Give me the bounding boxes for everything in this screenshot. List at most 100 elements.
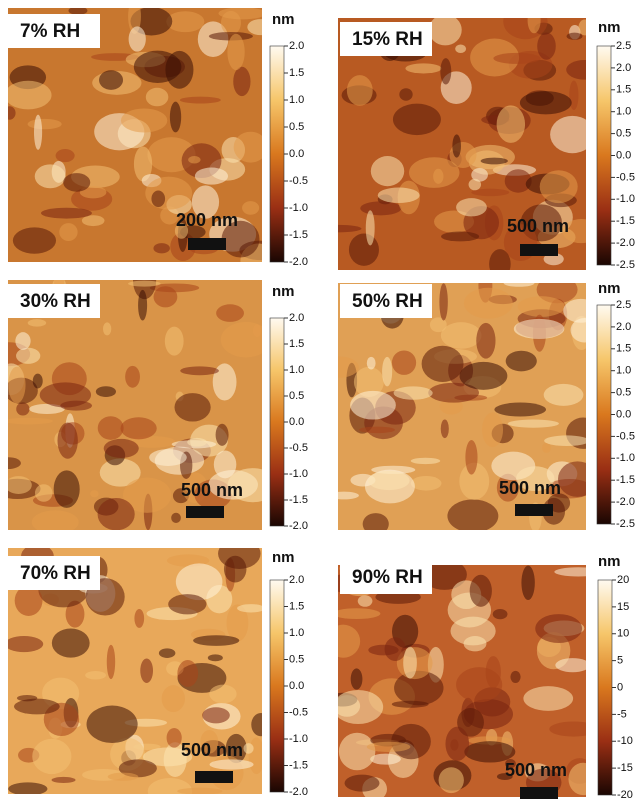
surface-feature xyxy=(28,119,62,129)
surface-feature xyxy=(56,149,75,162)
surface-feature xyxy=(87,706,138,744)
scale-bar-label: 500 nm xyxy=(181,740,243,760)
surface-feature xyxy=(165,327,184,356)
colorbar-tick-label: 2.0 xyxy=(289,574,304,586)
colorbar-tick-label: 0.5 xyxy=(289,653,304,665)
surface-feature xyxy=(521,566,534,600)
surface-feature xyxy=(350,391,396,420)
surface-feature xyxy=(108,773,139,781)
surface-feature xyxy=(514,319,564,339)
colorbar-tick-label: -1.0 xyxy=(289,202,308,214)
scale-bar xyxy=(188,238,226,250)
surface-feature xyxy=(445,727,469,761)
colorbar-tick-label: -2.0 xyxy=(289,520,308,532)
surface-feature xyxy=(227,34,244,70)
surface-feature xyxy=(168,594,206,614)
surface-feature xyxy=(140,658,153,683)
surface-feature xyxy=(422,346,464,382)
colorbar-tick-label: 0.5 xyxy=(289,121,304,133)
surface-feature xyxy=(368,471,410,490)
surface-feature xyxy=(5,81,52,110)
surface-feature xyxy=(549,721,598,736)
surface-feature xyxy=(504,279,535,287)
colorbar-tick-label: -15 xyxy=(617,762,633,774)
colorbar-tick-label: -1.0 xyxy=(289,468,308,480)
surface-feature xyxy=(243,743,253,754)
surface-feature xyxy=(4,418,53,425)
panel-label: 50% RH xyxy=(352,291,423,312)
colorbar-tick-label: 1.5 xyxy=(616,84,631,96)
colorbar xyxy=(270,46,284,262)
surface-feature xyxy=(63,173,90,192)
scale-bar xyxy=(195,771,233,783)
surface-feature xyxy=(171,513,181,523)
panel: 15% RH500 nmnm2.52.01.51.00.50.0-0.5-1.0… xyxy=(315,4,635,279)
colorbar-unit: nm xyxy=(272,11,295,28)
surface-feature xyxy=(518,296,565,317)
surface-feature xyxy=(542,443,551,453)
surface-feature xyxy=(8,367,25,404)
colorbar-tick-label: 1.0 xyxy=(289,627,304,639)
surface-feature xyxy=(5,476,32,494)
colorbar-tick-label: -0.5 xyxy=(289,442,308,454)
colorbar-tick-label: 0.0 xyxy=(616,149,631,161)
surface-feature xyxy=(405,63,441,73)
surface-feature xyxy=(523,686,573,711)
surface-feature xyxy=(351,668,363,689)
surface-feature xyxy=(493,609,508,619)
colorbar-tick-label: -0.5 xyxy=(289,706,308,718)
colorbar-tick-label: 0.0 xyxy=(289,680,304,692)
colorbar-tick-label: -2.0 xyxy=(616,237,635,249)
surface-feature xyxy=(359,427,395,434)
surface-feature xyxy=(540,170,578,203)
surface-feature xyxy=(544,384,584,406)
surface-feature xyxy=(455,44,466,53)
surface-feature xyxy=(464,636,487,651)
surface-feature xyxy=(90,490,99,497)
panel: 30% RH500 nmnm2.01.51.00.50.0-0.5-1.0-1.… xyxy=(0,262,308,534)
surface-feature xyxy=(214,451,237,479)
surface-feature xyxy=(482,412,503,447)
surface-feature xyxy=(233,67,250,96)
surface-feature xyxy=(15,332,30,350)
surface-feature xyxy=(103,322,111,335)
surface-feature xyxy=(399,88,412,100)
scale-bar xyxy=(520,244,558,256)
surface-feature xyxy=(151,190,165,207)
surface-feature xyxy=(568,763,597,795)
scale-bar-label: 200 nm xyxy=(176,210,238,230)
surface-feature xyxy=(32,510,79,534)
surface-feature xyxy=(481,158,508,165)
surface-feature xyxy=(367,357,376,370)
surface-feature xyxy=(345,775,380,792)
scale-bar-label: 500 nm xyxy=(505,760,567,780)
surface-feature xyxy=(35,164,66,188)
surface-feature xyxy=(138,290,147,321)
colorbar-tick-label: 1.0 xyxy=(289,364,304,376)
surface-feature xyxy=(333,690,383,724)
colorbar-tick-label: -1.5 xyxy=(289,759,308,771)
panel-label: 30% RH xyxy=(20,291,91,312)
scale-bar xyxy=(515,504,553,516)
colorbar xyxy=(270,318,284,526)
surface-feature xyxy=(563,299,598,323)
surface-feature xyxy=(218,7,266,19)
surface-feature xyxy=(14,699,60,715)
colorbar xyxy=(270,580,284,792)
colorbar-tick-label: -0.5 xyxy=(616,430,635,442)
colorbar-tick-label: -2.5 xyxy=(616,259,635,271)
surface-feature xyxy=(333,608,381,619)
colorbar-tick-label: 1.5 xyxy=(616,343,631,355)
surface-feature xyxy=(195,168,228,185)
scale-bar xyxy=(186,506,224,518)
colorbar-tick-label: -1.5 xyxy=(289,229,308,241)
colorbar-tick-label: 0.5 xyxy=(616,387,631,399)
surface-feature xyxy=(41,208,92,219)
surface-feature xyxy=(489,249,511,279)
surface-feature xyxy=(149,449,187,466)
surface-feature xyxy=(98,498,135,530)
colorbar-tick-label: -1.5 xyxy=(616,215,635,227)
surface-feature xyxy=(367,742,411,752)
